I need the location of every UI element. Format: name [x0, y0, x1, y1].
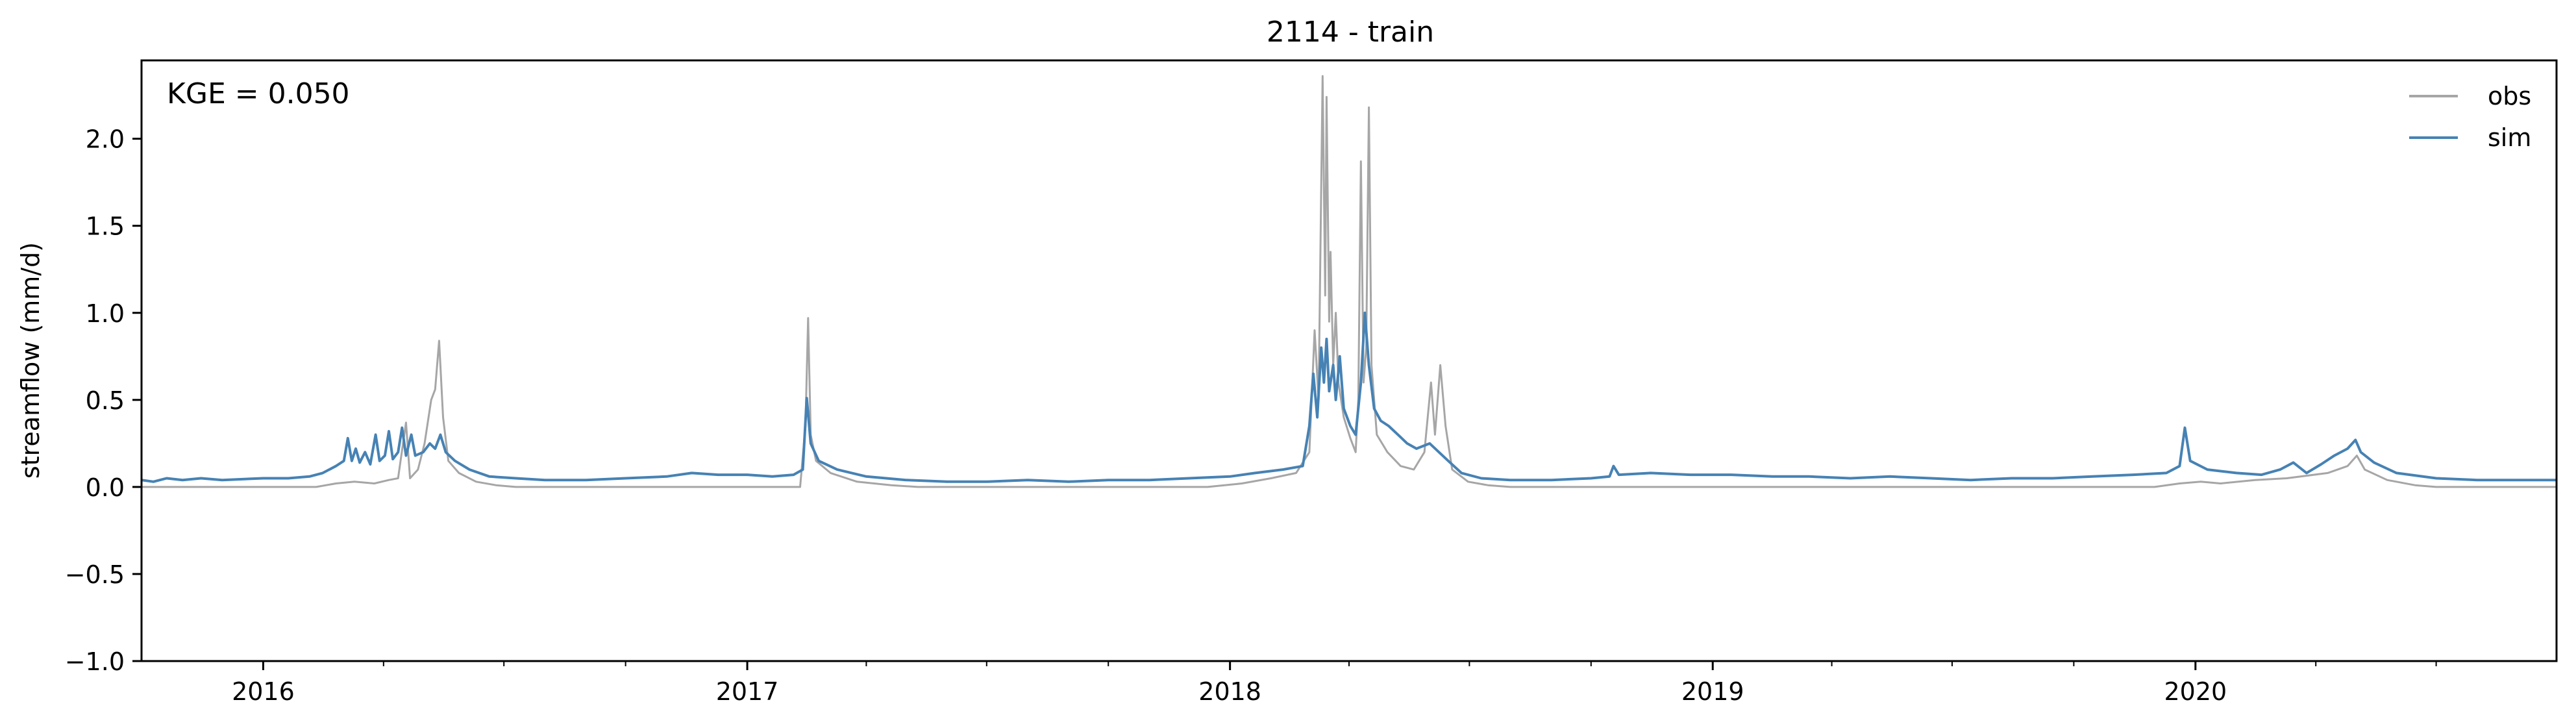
legend-sim-label: sim [2488, 123, 2531, 152]
legend: obs sim [2409, 82, 2531, 152]
x-tick-label: 2019 [1681, 677, 1744, 706]
kge-annotation: KGE = 0.050 [167, 77, 350, 110]
plot-lines [142, 75, 2557, 488]
y-tick-label: 2.0 [86, 125, 125, 154]
chart-title: 2114 - train [1267, 16, 1434, 49]
y-axis: −1.0 −0.5 0.0 0.5 1.0 1.5 2.0 [65, 125, 142, 676]
legend-obs-label: obs [2488, 82, 2531, 110]
y-tick-label: 0.5 [86, 386, 125, 415]
x-tick-label: 2017 [716, 677, 779, 706]
y-tick-label: −0.5 [65, 560, 125, 589]
series-line-obs [142, 75, 2557, 488]
series-line-sim [142, 311, 2557, 483]
x-tick-label: 2018 [1198, 677, 1261, 706]
y-axis-label: streamflow (mm/d) [16, 242, 45, 479]
y-tick-label: 1.5 [86, 212, 125, 241]
y-tick-label: 1.0 [86, 299, 125, 328]
x-tick-label: 2016 [232, 677, 295, 706]
y-tick-label: −1.0 [65, 647, 125, 676]
x-tick-label: 2020 [2164, 677, 2227, 706]
x-axis: 2016 2017 2018 2019 2020 [232, 661, 2437, 706]
y-tick-label: 0.0 [86, 473, 125, 502]
